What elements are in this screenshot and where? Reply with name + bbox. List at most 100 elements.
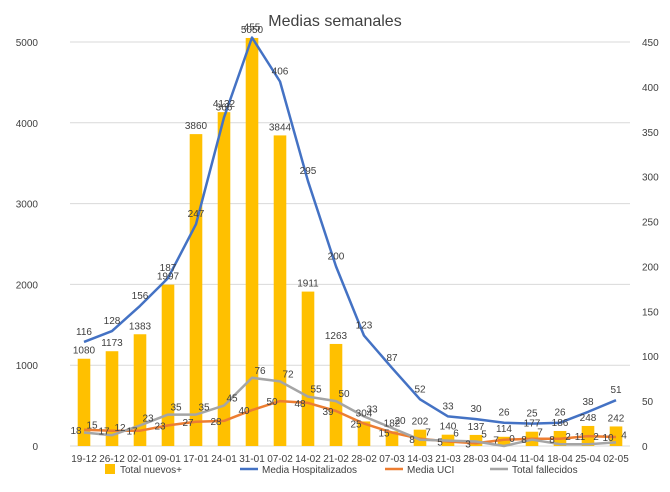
right-axis-tick-label: 50: [642, 397, 654, 408]
left-axis-tick-label: 1000: [16, 361, 39, 372]
x-axis-ticks: 19-12 26-12 02-01 09-01 17-01 24-01 31-01 07-02…: [71, 454, 629, 465]
right-axis-ticks: 0 50 100 150 200 250 300 350 400 450: [642, 38, 659, 453]
right-axis-tick-label: 0: [642, 442, 648, 453]
line-data-label: 18: [70, 426, 82, 437]
right-axis-tick-label: 100: [642, 352, 659, 363]
line-series: [83, 36, 617, 448]
bar-data-label: 3860: [185, 121, 208, 132]
bar-data-label: 1911: [297, 279, 319, 290]
line-data-label: 366: [216, 102, 233, 113]
x-axis-tick-label: 04-04: [491, 454, 517, 465]
line-data-label: 33: [442, 401, 454, 412]
line-data-label: 15: [86, 421, 98, 432]
x-axis-tick-label: 21-02: [323, 454, 349, 465]
bar-data-label: 137: [468, 422, 485, 433]
line-data-label: 25: [350, 420, 362, 431]
line-data-label: 26: [554, 408, 566, 419]
line-data-label: 50: [338, 389, 350, 400]
bar-data-label: 4132: [213, 99, 236, 110]
line-data-label: 8: [521, 435, 527, 446]
line-data-label: 25: [526, 409, 538, 420]
line-data-label: 51: [610, 385, 622, 396]
bar-data-label: 1173: [101, 338, 123, 349]
line-data-label: 72: [282, 369, 294, 380]
x-axis-tick-label: 14-03: [407, 454, 433, 465]
line-data-label: 8: [409, 435, 415, 446]
left-axis-tick-label: 4000: [16, 119, 39, 130]
legend-label: Media UCI: [407, 465, 454, 476]
line-data-label: 455: [244, 23, 261, 34]
line-data-label: 200: [328, 251, 345, 262]
line-data-label: 45: [226, 394, 238, 405]
line-data-label: 39: [322, 407, 334, 418]
x-axis-tick-label: 28-03: [463, 454, 489, 465]
x-axis-tick-label: 14-02: [295, 454, 321, 465]
x-axis-tick-label: 24-01: [211, 454, 237, 465]
legend: Total nuevos+ Media Hospitalizados Media U…: [105, 464, 578, 476]
line-data-label: 156: [132, 291, 149, 302]
line-data-label: 28: [210, 417, 222, 428]
bar: [273, 135, 287, 447]
bar: [301, 291, 315, 446]
x-axis-tick-label: 09-01: [155, 454, 181, 465]
bar: [105, 351, 119, 446]
line-data-label: 123: [356, 321, 373, 332]
bar: [329, 343, 343, 446]
chart-title: Medias semanales: [268, 13, 401, 30]
right-axis-tick-label: 300: [642, 173, 659, 184]
right-axis-tick-label: 250: [642, 218, 659, 229]
line-data-label: 48: [294, 399, 306, 410]
line-data-label: 23: [154, 421, 166, 432]
x-axis-tick-label: 31-01: [239, 454, 265, 465]
line-data-label: 7: [493, 436, 499, 447]
line-data-label: 11: [575, 432, 586, 443]
series-line: [83, 399, 617, 445]
line-data-label: 35: [198, 403, 210, 414]
right-axis-tick-label: 200: [642, 262, 659, 273]
line-data-label: 55: [310, 385, 322, 396]
line-data-label: 50: [266, 397, 278, 408]
line-data-label: 6: [453, 429, 459, 440]
bar-data-label: 177: [524, 419, 541, 430]
bar-data-label: 1263: [325, 331, 348, 342]
legend-label: Media Hospitalizados: [262, 465, 357, 476]
line-data-label: 3: [465, 439, 471, 450]
line-data-label: 4: [621, 430, 627, 441]
bar: [189, 134, 203, 446]
line-data-label: 38: [582, 397, 594, 408]
x-axis-tick-label: 07-03: [379, 454, 405, 465]
line-data-label: 5: [481, 430, 487, 441]
line-data-label: 26: [498, 408, 510, 419]
line-data-label: 187: [160, 263, 177, 274]
bar-data-label: 304: [356, 408, 373, 419]
bar: [497, 436, 511, 446]
line-data-label: 8: [549, 435, 555, 446]
line-data-label: 17: [126, 427, 138, 438]
legend-label: Total fallecidos: [512, 465, 578, 476]
line-data-label: 128: [104, 316, 121, 327]
bar: [161, 284, 175, 446]
line-data-label: 20: [394, 416, 406, 427]
bar-data-label: 186: [552, 418, 569, 429]
bar-data-label: 1997: [157, 272, 180, 283]
line-data-label: 27: [182, 418, 194, 429]
x-axis-tick-label: 17-01: [183, 454, 209, 465]
bar-data-label: 202: [412, 417, 429, 428]
bar-data-label: 5050: [241, 25, 264, 36]
line-data-label: 33: [366, 404, 378, 415]
bar: [385, 431, 399, 446]
line-data-label: 35: [170, 403, 182, 414]
x-axis-tick-label: 28-02: [351, 454, 377, 465]
legend-swatch: [105, 464, 115, 474]
bar: [77, 358, 91, 446]
legend-label: Total nuevos+: [120, 465, 182, 476]
bar-data-label: 3844: [269, 122, 292, 133]
bar-data-label: 242: [608, 413, 625, 424]
line-data-label: 40: [238, 406, 250, 417]
x-axis-tick-label: 11-04: [520, 454, 545, 465]
left-axis-tick-label: 5000: [16, 38, 39, 49]
x-axis-tick-label: 07-02: [267, 454, 293, 465]
series-line: [83, 376, 617, 448]
